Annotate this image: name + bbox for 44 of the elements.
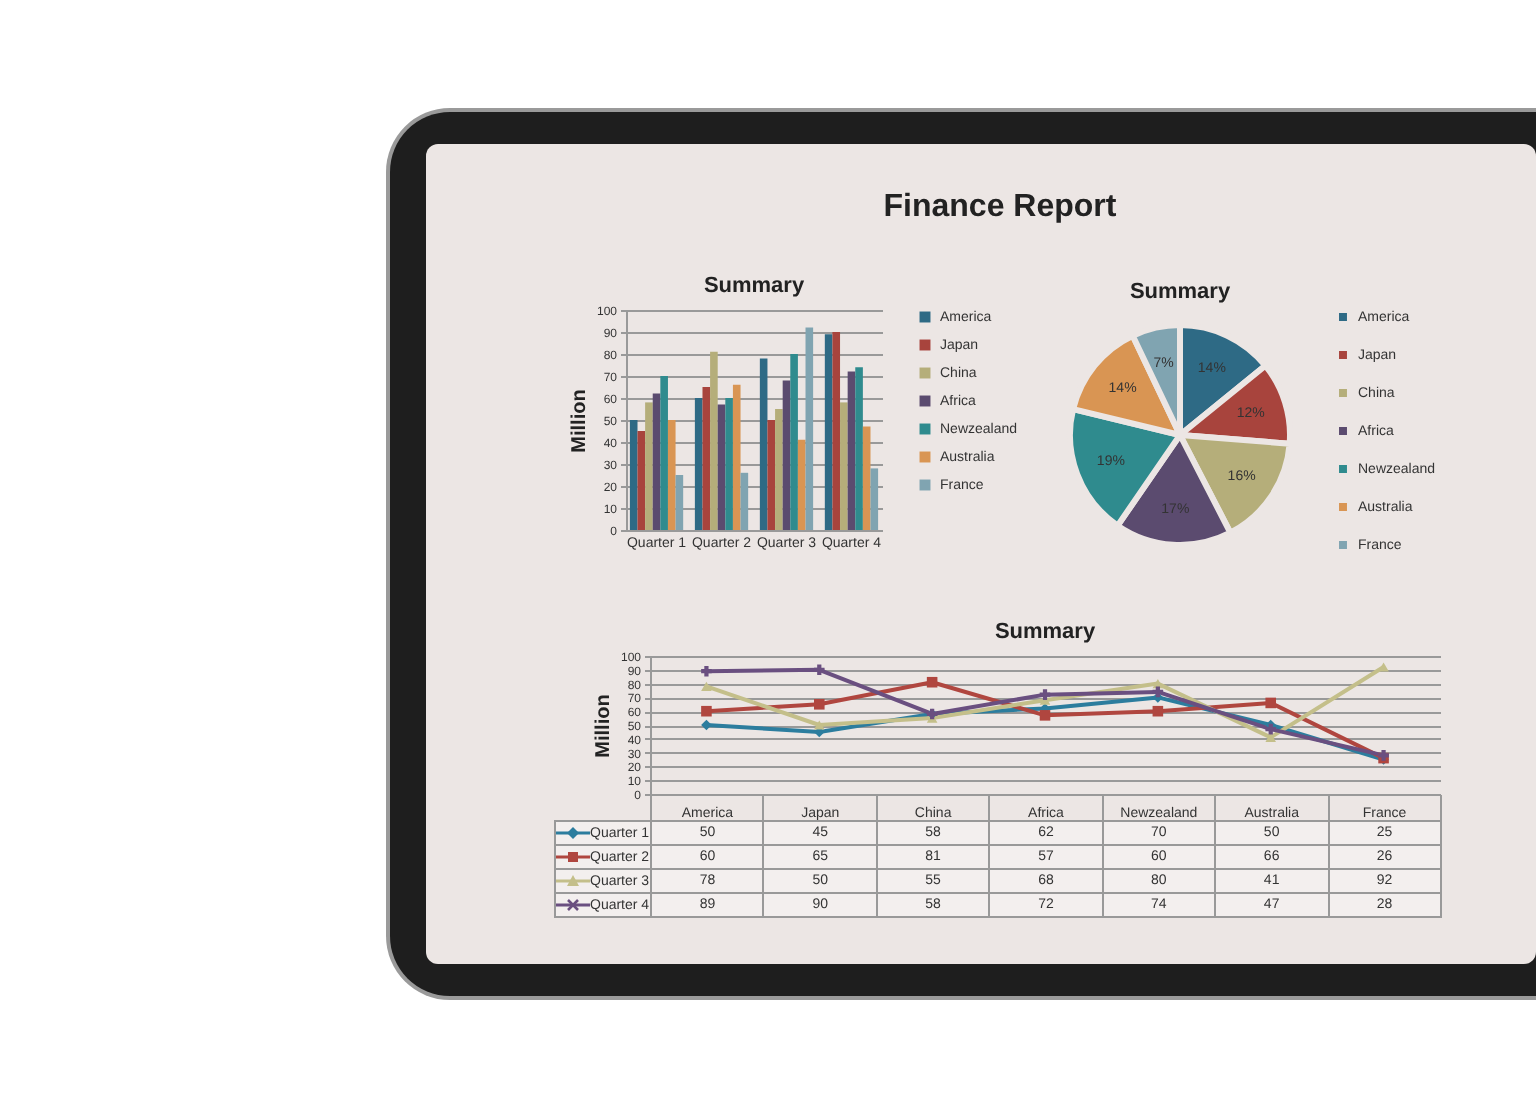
bar — [759, 358, 768, 530]
bar — [862, 426, 871, 530]
chart-title: Summary — [703, 274, 806, 298]
bar — [694, 398, 703, 530]
point — [926, 676, 938, 688]
bar — [767, 420, 776, 530]
bar — [870, 468, 879, 530]
bar — [629, 420, 638, 530]
point — [813, 664, 825, 676]
point — [701, 665, 712, 677]
chart-title: Summary — [1129, 280, 1232, 304]
point — [813, 699, 825, 710]
bar — [847, 371, 856, 530]
bar — [732, 384, 741, 530]
bar — [710, 351, 718, 530]
chart-title: Summary — [994, 620, 1097, 644]
bar — [675, 475, 684, 530]
bar — [645, 402, 653, 530]
point — [1039, 710, 1051, 721]
bar — [725, 398, 733, 530]
bar — [805, 327, 814, 530]
bar — [790, 354, 798, 530]
bar — [652, 393, 661, 530]
point — [1039, 689, 1051, 700]
y-axis-title: Million — [568, 389, 591, 453]
bar — [824, 334, 833, 530]
point — [1265, 697, 1277, 709]
bar — [637, 431, 646, 530]
text: Finance Report — [881, 190, 1119, 226]
bar — [775, 409, 783, 530]
bar — [702, 387, 711, 530]
bar — [660, 376, 668, 530]
bar — [855, 367, 863, 530]
point — [701, 681, 712, 691]
point — [701, 705, 712, 717]
bar — [797, 439, 806, 530]
bar — [717, 404, 726, 530]
bar — [832, 332, 841, 530]
y-axis-title: Million — [592, 694, 615, 758]
bar — [840, 402, 848, 530]
bar — [782, 380, 791, 530]
point — [813, 720, 825, 730]
bar — [740, 472, 749, 530]
bar — [667, 420, 676, 530]
